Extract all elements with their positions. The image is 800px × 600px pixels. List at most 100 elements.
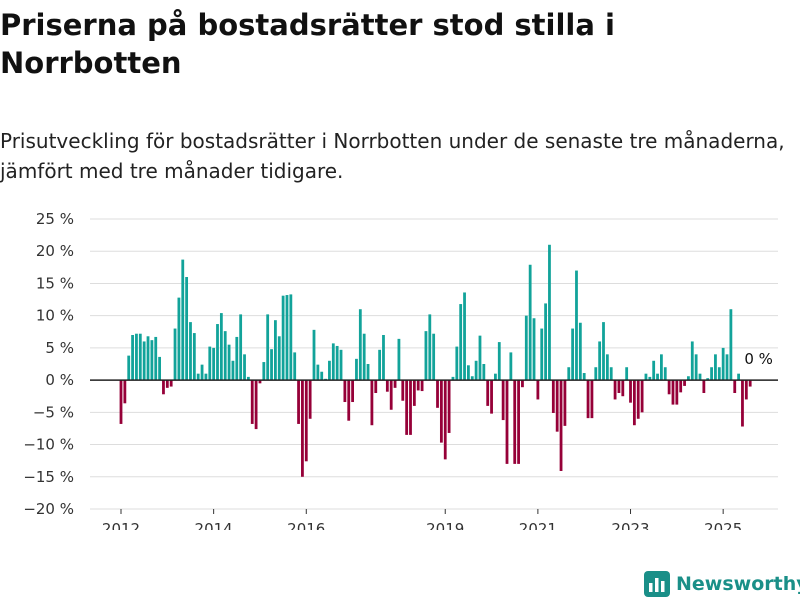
bar bbox=[270, 349, 273, 381]
bar bbox=[432, 333, 436, 381]
bar bbox=[374, 380, 378, 393]
bar bbox=[339, 349, 343, 381]
x-tick-label: 2021 bbox=[519, 520, 557, 530]
bar bbox=[725, 354, 729, 381]
bar bbox=[285, 295, 289, 381]
bar bbox=[370, 380, 374, 426]
bar bbox=[586, 380, 590, 419]
bar bbox=[578, 322, 582, 381]
bar bbox=[625, 367, 629, 381]
bar bbox=[335, 345, 339, 381]
bar bbox=[714, 354, 717, 381]
bar bbox=[208, 346, 212, 381]
bar bbox=[648, 376, 652, 381]
y-tick-label: −10 % bbox=[23, 436, 74, 454]
bar bbox=[389, 380, 393, 410]
bar bbox=[744, 380, 748, 400]
bar bbox=[158, 356, 161, 381]
bar bbox=[366, 364, 370, 381]
bar bbox=[216, 324, 219, 381]
y-tick-label: −5 % bbox=[33, 403, 74, 421]
bar bbox=[428, 314, 432, 381]
newsworthy-logo-icon bbox=[644, 571, 670, 597]
y-tick-label: 0 % bbox=[45, 371, 74, 389]
chart-title: Priserna på bostadsrätter stod stilla i … bbox=[0, 8, 615, 80]
x-tick-label: 2019 bbox=[426, 520, 464, 530]
bar bbox=[613, 380, 617, 400]
bar bbox=[266, 314, 270, 381]
bar bbox=[463, 292, 466, 381]
bar bbox=[559, 380, 563, 471]
bar bbox=[455, 346, 459, 381]
bar bbox=[636, 380, 640, 419]
y-axis-labels: −20 % −15 % −10 % −5 % 0 % 5 % 10 % 15 % 20 % 25 … bbox=[23, 210, 74, 518]
bar bbox=[582, 373, 586, 381]
bar bbox=[223, 331, 227, 381]
bar bbox=[274, 320, 277, 381]
y-tick-label: 20 % bbox=[36, 242, 74, 260]
x-tick-label: 2023 bbox=[611, 520, 649, 530]
bar bbox=[598, 341, 602, 381]
bar bbox=[474, 360, 478, 381]
bar bbox=[185, 277, 189, 381]
bar bbox=[640, 380, 644, 413]
bar bbox=[632, 380, 636, 426]
bar bbox=[590, 380, 594, 419]
bar bbox=[548, 244, 551, 381]
x-tick-label: 2012 bbox=[102, 520, 140, 530]
bar bbox=[412, 380, 416, 406]
bar bbox=[528, 264, 532, 381]
bar bbox=[486, 380, 490, 406]
bar bbox=[482, 364, 486, 381]
bar bbox=[571, 328, 575, 381]
bar bbox=[192, 333, 196, 381]
bar bbox=[497, 342, 501, 381]
bar bbox=[621, 380, 625, 397]
chart-subtitle: Prisutveckling för bostadsrätter i Norrb… bbox=[0, 129, 785, 183]
y-tick-label: 5 % bbox=[45, 339, 74, 357]
bar bbox=[694, 354, 698, 381]
bar bbox=[262, 362, 266, 381]
bar bbox=[162, 380, 165, 395]
bar bbox=[281, 295, 285, 381]
bar bbox=[687, 376, 690, 381]
bar bbox=[243, 354, 246, 381]
bar bbox=[212, 347, 216, 381]
bar bbox=[351, 380, 354, 403]
bar bbox=[119, 380, 123, 424]
bar bbox=[146, 336, 150, 381]
bar bbox=[189, 322, 192, 381]
y-tick-label: −15 % bbox=[23, 468, 74, 486]
bar bbox=[652, 360, 656, 381]
y-tick-label: 15 % bbox=[36, 274, 74, 292]
bar bbox=[405, 380, 409, 435]
x-tick-label: 2014 bbox=[195, 520, 233, 530]
bar bbox=[297, 380, 300, 424]
bar bbox=[451, 376, 455, 381]
bar bbox=[729, 309, 733, 381]
bar-chart: −20 % −15 % −10 % −5 % 0 % 5 % 10 % 15 % 20 % 25 … bbox=[23, 210, 778, 530]
bar bbox=[521, 380, 524, 388]
bar bbox=[378, 349, 382, 381]
y-tick-label: 25 % bbox=[36, 210, 74, 228]
y-tick-label: −20 % bbox=[23, 500, 74, 518]
bar bbox=[289, 294, 293, 381]
bar bbox=[304, 380, 308, 462]
bar bbox=[131, 335, 134, 381]
bar bbox=[331, 343, 335, 381]
bar bbox=[679, 380, 683, 393]
bar bbox=[320, 371, 324, 381]
bar bbox=[177, 297, 181, 381]
bar bbox=[308, 380, 312, 419]
bar bbox=[551, 380, 555, 413]
last-value-annotation: 0 % bbox=[744, 350, 773, 368]
bar bbox=[536, 380, 540, 400]
bar bbox=[219, 313, 223, 381]
bar bbox=[532, 318, 536, 381]
bar bbox=[505, 380, 509, 464]
bar bbox=[436, 380, 439, 408]
bar bbox=[409, 380, 412, 435]
bar bbox=[690, 341, 694, 381]
bar bbox=[123, 380, 127, 404]
bar bbox=[748, 380, 752, 387]
